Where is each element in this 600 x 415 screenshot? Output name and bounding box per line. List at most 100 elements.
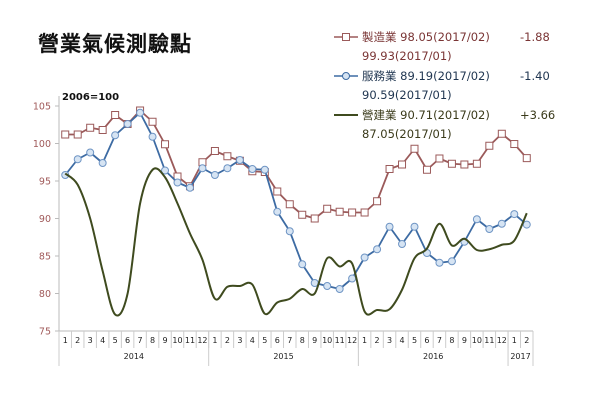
- legend-change: -1.40: [520, 69, 550, 83]
- data-point-manufacturing: [86, 123, 95, 132]
- data-point-services: [161, 166, 170, 175]
- legend-label: 服務業 89.19(2017/02): [362, 69, 490, 83]
- data-point-services: [398, 240, 407, 248]
- data-point-manufacturing: [510, 140, 519, 149]
- data-point-manufacturing: [497, 129, 506, 138]
- x-month-label: 9: [162, 336, 167, 345]
- data-point-services: [510, 210, 519, 219]
- x-month-label: 12: [197, 336, 207, 345]
- data-point-manufacturing: [310, 214, 319, 223]
- x-month-label: 3: [88, 336, 93, 345]
- x-month-label: 8: [150, 336, 155, 345]
- data-point-services: [323, 282, 332, 290]
- data-point-manufacturing: [485, 141, 494, 150]
- x-month-label: 11: [484, 336, 494, 345]
- data-point-services: [73, 155, 82, 164]
- base-note: 2006=100: [62, 92, 119, 103]
- data-point-services: [111, 131, 120, 140]
- x-month-label: 4: [100, 336, 105, 345]
- data-point-services: [373, 245, 382, 254]
- data-point-services: [360, 253, 369, 262]
- data-point-services: [123, 120, 132, 128]
- data-point-manufacturing: [210, 147, 219, 155]
- y-tick-label: 85: [39, 252, 51, 263]
- data-point-manufacturing: [61, 130, 70, 139]
- data-point-manufacturing: [111, 111, 120, 119]
- data-point-services: [485, 225, 494, 233]
- data-point-manufacturing: [385, 165, 394, 173]
- legend-change: -1.88: [520, 30, 550, 44]
- data-point-manufacturing: [522, 154, 531, 163]
- x-month-label: 8: [449, 336, 454, 345]
- x-month-label: 1: [63, 336, 68, 345]
- data-point-manufacturing: [435, 154, 444, 163]
- x-month-label: 6: [275, 336, 280, 345]
- circle-marker-icon: [334, 72, 358, 80]
- x-month-label: 11: [335, 336, 345, 345]
- data-point-services: [185, 183, 194, 192]
- series-line-services: [64, 111, 528, 290]
- x-month-label: 2: [375, 336, 380, 345]
- x-month-label: 3: [387, 336, 392, 345]
- data-point-manufacturing: [98, 126, 107, 134]
- x-year-label: 2017: [510, 352, 530, 361]
- data-point-manufacturing: [335, 207, 344, 216]
- data-point-services: [385, 222, 394, 231]
- data-point-services: [472, 215, 481, 224]
- data-point-services: [273, 207, 282, 216]
- data-point-services: [298, 260, 307, 269]
- x-month-label: 9: [462, 336, 467, 345]
- x-year-label: 2016: [423, 352, 443, 361]
- data-point-manufacturing: [273, 187, 282, 196]
- data-point-manufacturing: [73, 130, 82, 139]
- x-month-label: 8: [300, 336, 305, 345]
- x-month-label: 4: [250, 336, 255, 345]
- x-month-label: 5: [262, 336, 267, 345]
- x-month-label: 12: [497, 336, 507, 345]
- legend-prev: 90.59(2017/01): [362, 88, 452, 102]
- data-point-services: [136, 108, 145, 117]
- data-point-manufacturing: [460, 160, 469, 169]
- data-point-manufacturing: [348, 208, 357, 217]
- data-point-services: [522, 220, 531, 229]
- x-month-label: 10: [472, 336, 482, 345]
- x-month-label: 2: [524, 336, 529, 345]
- x-month-label: 6: [424, 336, 429, 345]
- x-month-label: 5: [113, 336, 118, 345]
- legend-label: 營建業 90.71(2017/02): [362, 108, 490, 122]
- data-point-services: [348, 274, 357, 283]
- x-month-label: 4: [399, 336, 404, 345]
- data-point-manufacturing: [360, 208, 369, 217]
- x-month-label: 1: [362, 336, 367, 345]
- data-point-services: [410, 222, 419, 231]
- y-tick-label: 90: [39, 214, 51, 225]
- y-tick-label: 95: [39, 177, 51, 188]
- legend-prev: 99.93(2017/01): [362, 49, 452, 63]
- x-month-label: 10: [322, 336, 332, 345]
- x-month-label: 7: [138, 336, 143, 345]
- x-month-label: 5: [412, 336, 417, 345]
- data-point-services: [198, 164, 207, 173]
- x-month-label: 9: [312, 336, 317, 345]
- line-marker-icon: [334, 114, 358, 116]
- y-tick-label: 100: [33, 139, 51, 150]
- x-year-label: 2014: [124, 352, 144, 361]
- data-point-services: [248, 165, 257, 173]
- x-month-label: 11: [185, 336, 195, 345]
- data-point-manufacturing: [323, 204, 332, 213]
- data-point-manufacturing: [223, 152, 232, 161]
- data-point-services: [285, 227, 294, 236]
- chart-title: 營業氣候測驗點: [38, 32, 192, 56]
- data-point-manufacturing: [148, 117, 157, 126]
- data-point-services: [497, 219, 506, 228]
- data-point-services: [335, 285, 344, 293]
- legend-change: +3.66: [520, 108, 556, 122]
- x-month-label: 1: [512, 336, 517, 345]
- data-point-manufacturing: [285, 200, 294, 209]
- x-month-label: 7: [287, 336, 292, 345]
- series-line-construction: [64, 167, 528, 317]
- x-month-label: 2: [225, 336, 230, 345]
- data-point-services: [210, 171, 219, 179]
- y-tick-label: 105: [33, 102, 51, 113]
